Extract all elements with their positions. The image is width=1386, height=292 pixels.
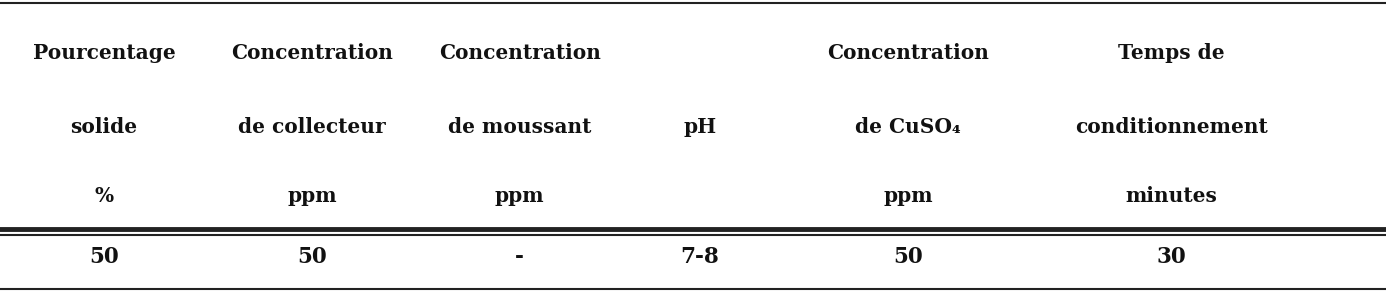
Text: 50: 50	[89, 246, 119, 268]
Text: Concentration: Concentration	[827, 43, 988, 62]
Text: -: -	[516, 246, 524, 268]
Text: %: %	[94, 186, 114, 206]
Text: ppm: ppm	[495, 186, 545, 206]
Text: de collecteur: de collecteur	[238, 117, 385, 137]
Text: Temps de: Temps de	[1119, 43, 1224, 62]
Text: minutes: minutes	[1125, 186, 1217, 206]
Text: 50: 50	[893, 246, 923, 268]
Text: conditionnement: conditionnement	[1074, 117, 1268, 137]
Text: solide: solide	[71, 117, 137, 137]
Text: Pourcentage: Pourcentage	[33, 43, 175, 62]
Text: Concentration: Concentration	[439, 43, 600, 62]
Text: 30: 30	[1156, 246, 1186, 268]
Text: 7-8: 7-8	[681, 246, 719, 268]
Text: ppm: ppm	[287, 186, 337, 206]
Text: 50: 50	[297, 246, 327, 268]
Text: de moussant: de moussant	[448, 117, 592, 137]
Text: Concentration: Concentration	[231, 43, 392, 62]
Text: de CuSO₄: de CuSO₄	[855, 117, 960, 137]
Text: ppm: ppm	[883, 186, 933, 206]
Text: pH: pH	[683, 117, 717, 137]
